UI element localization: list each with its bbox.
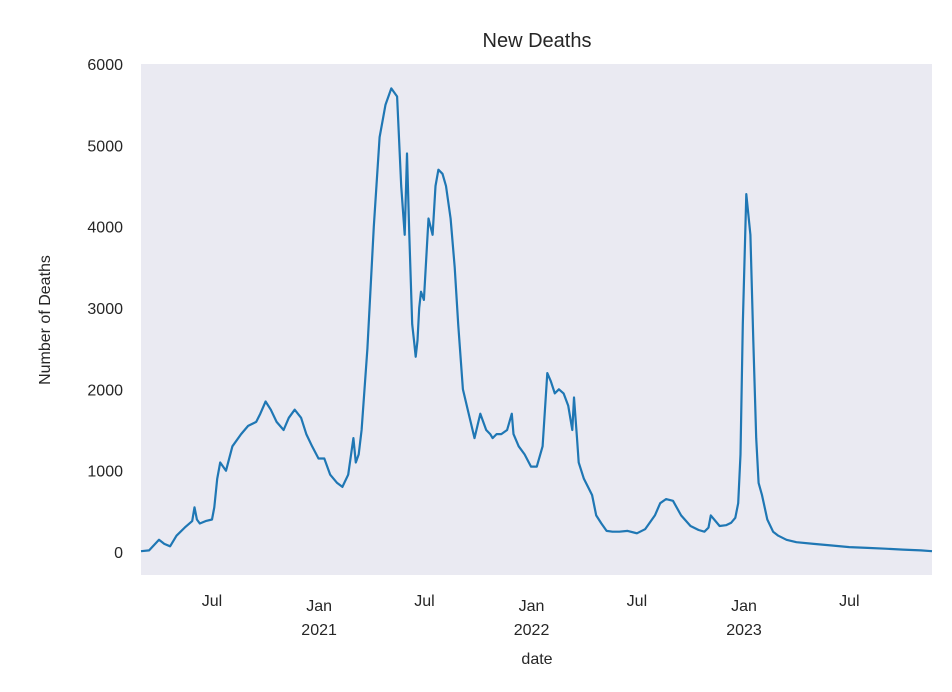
y-tick-label: 4000 bbox=[87, 220, 123, 237]
x-tick-label: Jan bbox=[306, 598, 332, 615]
x-tick-label: Jul bbox=[839, 593, 859, 610]
y-tick-label: 0 bbox=[114, 545, 123, 562]
plot-background bbox=[141, 64, 932, 575]
x-tick-label: Jul bbox=[202, 593, 222, 610]
y-tick-label: 1000 bbox=[87, 464, 123, 481]
y-axis-label: Number of Deaths bbox=[37, 255, 54, 385]
x-tick-label: Jul bbox=[627, 593, 647, 610]
x-tick-label: Jan bbox=[519, 598, 545, 615]
y-tick-label: 3000 bbox=[87, 301, 123, 318]
x-axis-label: date bbox=[521, 651, 552, 668]
x-tick-year-label: 2021 bbox=[301, 622, 337, 639]
y-axis-ticks: 0 1000 2000 3000 4000 5000 6000 bbox=[87, 57, 123, 562]
series-line bbox=[140, 87, 933, 553]
y-tick-label: 2000 bbox=[87, 382, 123, 399]
x-tick-label: Jan bbox=[731, 598, 757, 615]
x-tick-label: Jul bbox=[414, 593, 434, 610]
y-tick-label: 5000 bbox=[87, 138, 123, 155]
x-tick-year-label: 2022 bbox=[514, 622, 550, 639]
y-tick-label: 6000 bbox=[87, 57, 123, 74]
x-tick-year-label: 2023 bbox=[726, 622, 762, 639]
x-axis-ticks: Jul Jan 2021 Jul Jan 2022 Jul Jan 2023 Jul bbox=[202, 593, 860, 639]
chart-title: New Deaths bbox=[483, 30, 592, 52]
